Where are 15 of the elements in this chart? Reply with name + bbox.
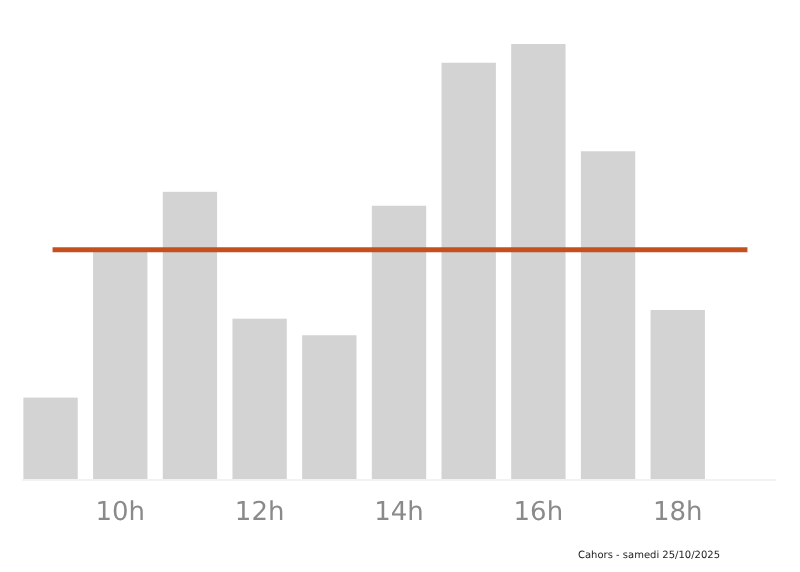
x-tick-label: 18h xyxy=(652,498,703,528)
bar xyxy=(650,309,705,480)
x-tick-label: 12h xyxy=(234,498,285,528)
bar xyxy=(371,205,427,480)
bar xyxy=(162,191,218,480)
bar xyxy=(302,335,357,480)
bar xyxy=(23,397,78,480)
bar xyxy=(232,318,287,480)
x-tick-label: 16h xyxy=(513,498,564,528)
x-tick-label: 10h xyxy=(95,498,146,528)
bar xyxy=(511,44,566,480)
bar xyxy=(93,251,148,480)
bar xyxy=(441,62,496,480)
x-tick-label: 14h xyxy=(374,498,424,528)
bar xyxy=(580,151,636,480)
